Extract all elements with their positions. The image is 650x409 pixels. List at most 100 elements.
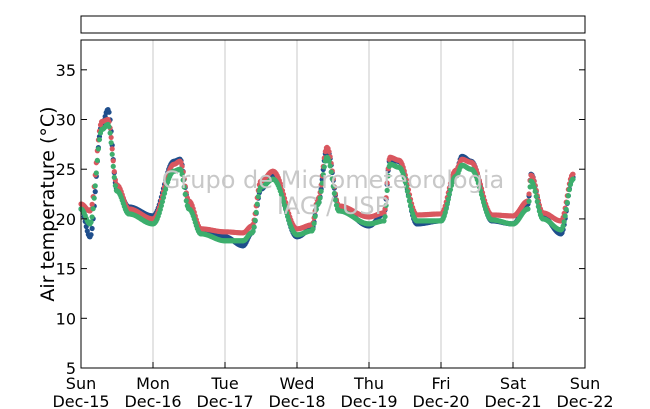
x-tick-day: Thu [353, 374, 384, 393]
x-tick-date: Dec-20 [412, 392, 469, 409]
x-tick-day: Fri [431, 374, 450, 393]
data-point [313, 206, 319, 213]
x-tick-date: Dec-21 [484, 392, 541, 409]
data-point [94, 157, 100, 163]
data-point [406, 198, 413, 204]
data-point [332, 197, 338, 203]
x-tick-day: Wed [280, 374, 315, 393]
data-point [563, 206, 569, 213]
data-point [535, 203, 541, 210]
data-point [384, 180, 390, 186]
data-point [318, 188, 324, 194]
legend-box [80, 15, 586, 34]
data-point [570, 171, 576, 177]
data-point [330, 183, 336, 189]
data-point [565, 193, 571, 199]
data-point [477, 187, 484, 194]
data-point [109, 151, 115, 157]
data-point [108, 140, 114, 146]
x-tick-day: Sun [66, 374, 96, 393]
data-point [478, 191, 485, 198]
data-point [158, 203, 164, 209]
data-point [405, 193, 412, 199]
data-point [531, 184, 537, 190]
data-point [404, 188, 410, 194]
data-point [442, 210, 448, 216]
data-point [407, 203, 414, 209]
data-point [384, 187, 390, 193]
data-point [111, 168, 117, 175]
data-point [111, 174, 117, 180]
data-point [564, 199, 570, 206]
data-point [179, 171, 185, 177]
data-point [525, 206, 531, 212]
x-tick-day: Sun [570, 374, 600, 393]
data-point [89, 201, 95, 207]
data-point [107, 130, 113, 136]
plot-frame [80, 39, 586, 369]
data-point [327, 163, 333, 169]
data-point [534, 198, 540, 205]
data-point [326, 158, 332, 164]
data-point [329, 176, 335, 182]
y-tick-label: 5 [66, 359, 76, 378]
data-point [90, 206, 96, 212]
data-point [180, 177, 186, 183]
data-point [160, 194, 167, 201]
data-point [566, 187, 573, 193]
y-tick-label: 25 [56, 160, 76, 179]
y-tick-label: 35 [56, 61, 76, 80]
data-series [78, 106, 576, 249]
data-point [255, 193, 261, 200]
data-point [311, 220, 317, 227]
data-point [96, 136, 103, 143]
x-tick-date: Dec-18 [268, 392, 325, 409]
data-point [251, 224, 257, 230]
data-point [533, 193, 539, 199]
y-tick-label: 10 [56, 309, 76, 328]
data-point [383, 202, 389, 209]
x-tick-day: Sat [500, 374, 526, 393]
data-point [254, 201, 260, 207]
data-point [403, 183, 409, 190]
x-axis: SunDec-15MonDec-16TueDec-17WedDec-18ThuD… [52, 362, 614, 409]
data-point [183, 198, 189, 204]
data-point [89, 225, 95, 232]
data-point [109, 146, 115, 152]
data-point [328, 169, 334, 175]
data-point [319, 180, 325, 186]
data-point [320, 172, 326, 178]
data-point [93, 170, 99, 176]
data-point [253, 209, 259, 215]
data-point [88, 232, 94, 238]
data-point [161, 190, 168, 197]
data-point [89, 214, 95, 220]
data-point [92, 183, 98, 189]
watermark: Grupo de Micrometeorologia IAG / USP [162, 166, 504, 220]
data-point [331, 190, 337, 197]
data-point [445, 196, 451, 202]
data-point [110, 158, 116, 164]
x-tick-date: Dec-15 [52, 392, 109, 409]
data-point [447, 187, 454, 193]
data-point [526, 198, 532, 204]
data-point [110, 163, 116, 169]
data-point [385, 173, 391, 179]
data-point [312, 213, 318, 219]
data-point [91, 195, 97, 201]
data-point [382, 214, 388, 220]
data-point [106, 109, 112, 115]
data-point [92, 189, 98, 195]
data-point [252, 217, 258, 223]
data-point [250, 228, 256, 234]
data-point [310, 226, 316, 232]
y-tick-label: 30 [56, 111, 76, 130]
watermark-line-2: IAG / USP [277, 192, 389, 220]
data-point [402, 179, 408, 185]
data-point [88, 219, 94, 225]
data-point [106, 124, 112, 130]
data-point [444, 201, 450, 207]
data-point [526, 191, 532, 197]
y-tick-label: 20 [56, 210, 76, 229]
